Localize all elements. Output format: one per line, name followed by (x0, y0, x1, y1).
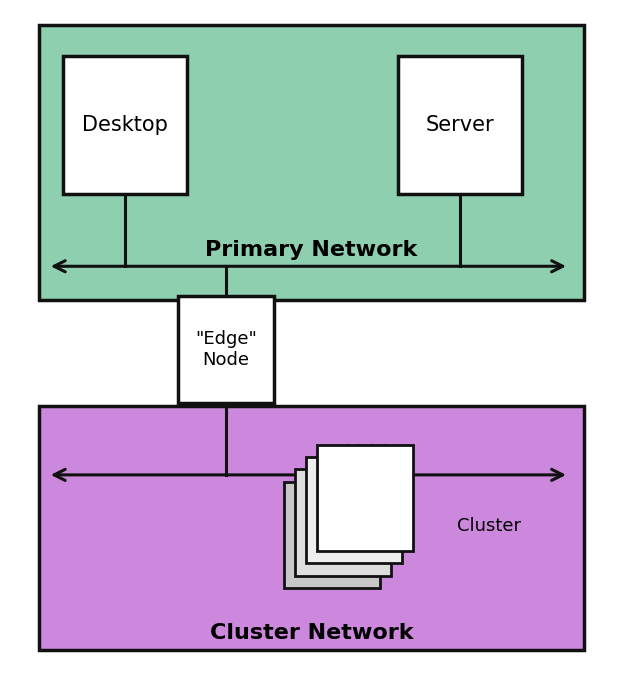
Text: Cluster Network: Cluster Network (210, 623, 413, 643)
FancyBboxPatch shape (306, 457, 402, 564)
FancyBboxPatch shape (178, 296, 274, 403)
Text: Desktop: Desktop (82, 115, 168, 135)
FancyBboxPatch shape (398, 56, 522, 194)
FancyBboxPatch shape (283, 482, 380, 588)
Text: Cluster: Cluster (457, 517, 521, 535)
FancyBboxPatch shape (39, 407, 584, 650)
FancyBboxPatch shape (64, 56, 188, 194)
FancyBboxPatch shape (295, 469, 391, 576)
Text: "Edge"
Node: "Edge" Node (195, 330, 257, 369)
Text: Server: Server (426, 115, 495, 135)
FancyBboxPatch shape (317, 444, 413, 551)
Text: Primary Network: Primary Network (206, 240, 417, 260)
FancyBboxPatch shape (39, 25, 584, 300)
